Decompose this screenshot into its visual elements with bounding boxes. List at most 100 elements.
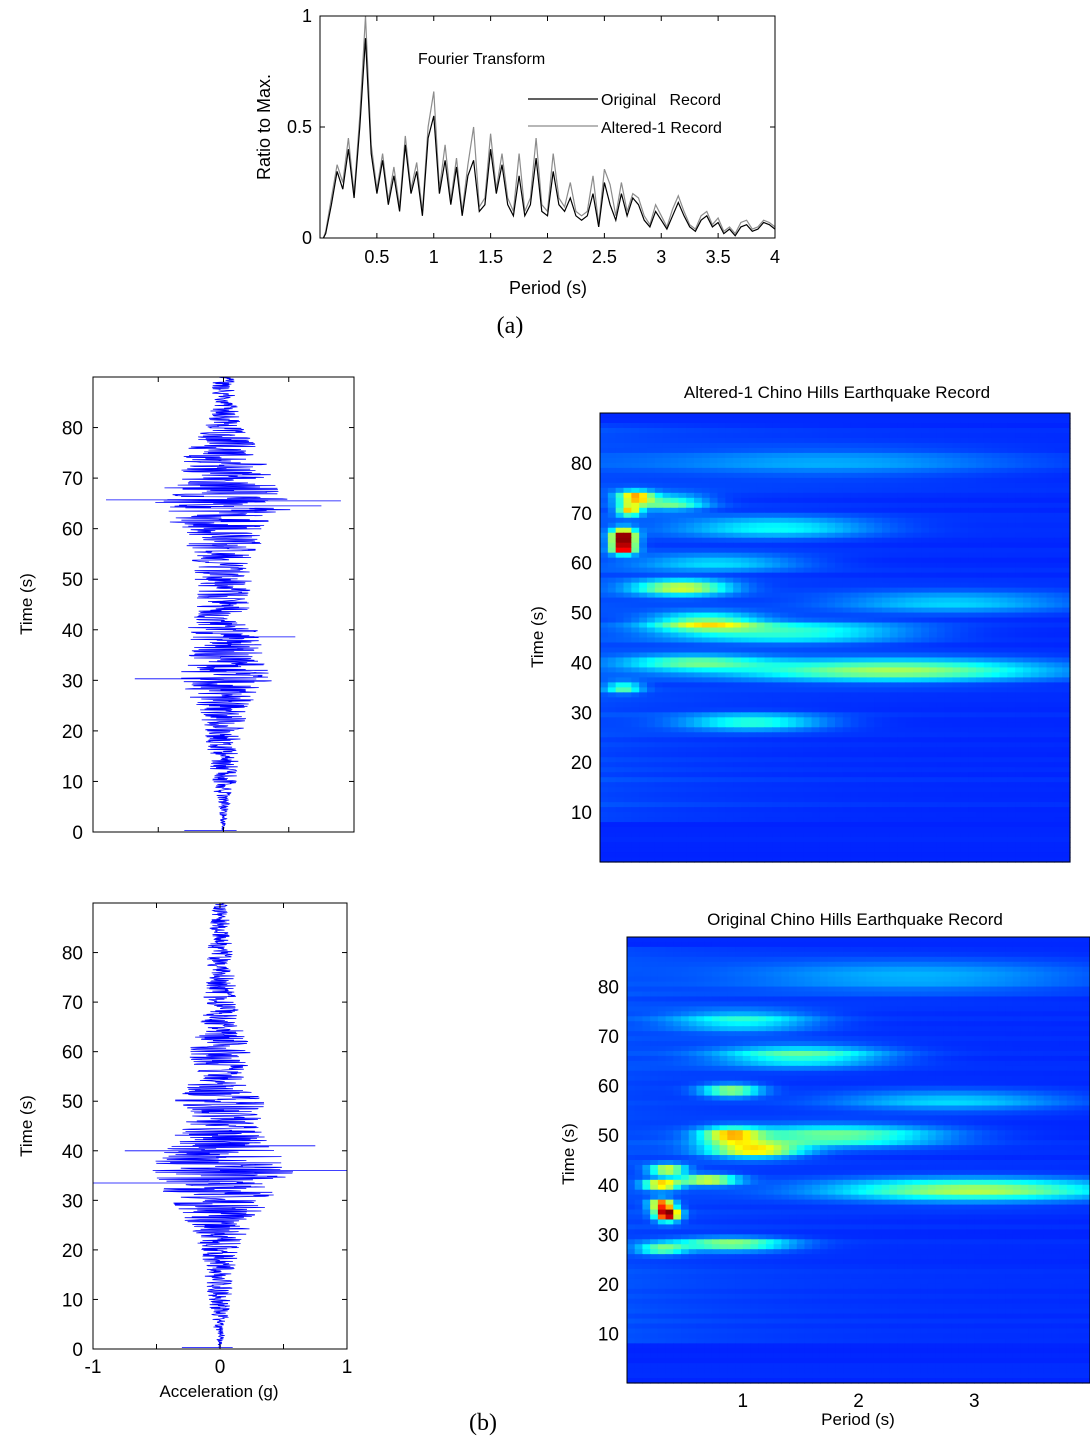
heatmap-cell: [788, 597, 797, 604]
heatmap-cell: [607, 457, 617, 464]
heatmap-cell: [788, 437, 797, 444]
heatmap-cell: [1007, 413, 1016, 419]
x-tick-label: 0.5: [364, 247, 389, 267]
heatmap-cell: [1054, 627, 1063, 634]
heatmap-cell: [788, 642, 797, 649]
heatmap-cell: [1062, 577, 1071, 584]
heatmap-cell: [842, 482, 852, 489]
heatmap-cell: [1023, 517, 1032, 524]
heatmap-cell: [944, 627, 954, 634]
heatmap-cell: [983, 527, 993, 534]
heatmap-cell: [623, 482, 632, 489]
heatmap-cell: [670, 647, 679, 654]
heatmap-cell: [1062, 522, 1071, 529]
heatmap-cell: [600, 427, 609, 434]
heatmap-cell: [662, 542, 672, 549]
heatmap-cell: [1030, 732, 1040, 738]
heatmap-cell: [889, 632, 899, 639]
heatmap-cell: [803, 557, 813, 564]
heatmap-cell: [905, 577, 914, 584]
heatmap-cell: [631, 787, 640, 793]
heatmap-cell: [631, 497, 640, 504]
heatmap-cell: [647, 647, 656, 654]
heatmap-cell: [897, 777, 907, 783]
heatmap-cell: [678, 607, 687, 614]
heatmap-cell: [717, 772, 726, 778]
heatmap-cell: [929, 792, 938, 798]
heatmap-cell: [741, 572, 750, 579]
heatmap-cell: [764, 532, 773, 539]
heatmap-cell: [1054, 532, 1063, 539]
heatmap-cell: [662, 482, 672, 489]
heatmap-cell: [607, 462, 617, 469]
heatmap-cell: [913, 547, 922, 554]
heatmap-cell: [1062, 587, 1071, 594]
heatmap-cell: [803, 777, 813, 783]
heatmap-cell: [623, 502, 632, 509]
heatmap-cell: [827, 677, 836, 683]
heatmap-cell: [623, 457, 632, 464]
heatmap-cell: [623, 787, 632, 793]
heatmap-cell: [647, 527, 656, 534]
heatmap-cell: [835, 452, 844, 459]
heatmap-cell: [701, 577, 711, 584]
heatmap-cell: [1023, 587, 1032, 594]
heatmap-cell: [670, 637, 679, 644]
heatmap-cell: [897, 562, 907, 569]
heatmap-cell: [795, 462, 805, 469]
heatmap-cell: [921, 732, 930, 738]
heatmap-cell: [717, 702, 726, 708]
heatmap-cell: [694, 447, 703, 454]
heatmap-cell: [795, 587, 805, 594]
heatmap-cell: [905, 587, 914, 594]
heatmap-cell: [607, 692, 617, 698]
heatmap-cell: [788, 612, 797, 619]
heatmap-cell: [639, 417, 648, 424]
y-tick-label: 30: [62, 671, 83, 692]
heatmap-cell: [983, 417, 993, 424]
heatmap-cell: [654, 607, 664, 614]
heatmap-cell: [897, 702, 907, 708]
heatmap-cell: [874, 792, 883, 798]
heatmap-cell: [952, 612, 961, 619]
heatmap-cell: [631, 782, 640, 788]
heatmap-cell: [717, 807, 726, 813]
heatmap-cell: [983, 617, 993, 624]
heatmap-cell: [827, 597, 836, 604]
heatmap-cell: [842, 627, 852, 634]
heatmap-cell: [835, 562, 844, 569]
heatmap-cell: [623, 662, 632, 669]
heatmap-cell: [615, 647, 625, 654]
heatmap-cell: [882, 622, 891, 629]
heatmap-cell: [842, 782, 852, 788]
heatmap-cell: [983, 692, 993, 698]
heatmap-cell: [1023, 707, 1032, 713]
heatmap-cell: [960, 672, 969, 679]
heatmap-cell: [654, 492, 664, 499]
heatmap-cell: [717, 637, 726, 644]
heatmap-cell: [827, 697, 836, 703]
heatmap-cell: [647, 672, 656, 679]
heatmap-cell: [921, 722, 930, 728]
heatmap-cell: [811, 642, 820, 649]
heatmap-cell: [701, 542, 711, 549]
heatmap-cell: [639, 532, 648, 539]
heatmap-cell: [858, 792, 867, 798]
heatmap-cell: [670, 762, 679, 768]
heatmap-cell: [842, 567, 852, 574]
heatmap-cell: [1062, 457, 1071, 464]
heatmap-cell: [803, 687, 813, 693]
heatmap-cell: [1030, 777, 1040, 783]
heatmap-cell: [1007, 422, 1016, 429]
heatmap-cell: [725, 812, 734, 818]
heatmap-cell: [780, 787, 789, 793]
heatmap-cell: [741, 657, 750, 664]
heatmap-cell: [647, 717, 656, 723]
heatmap-cell: [976, 532, 985, 539]
heatmap-cell: [748, 427, 758, 434]
heatmap-cell: [686, 562, 695, 569]
heatmap-cell: [607, 697, 617, 703]
heatmap-cell: [623, 497, 632, 504]
heatmap-cell: [835, 427, 844, 434]
heatmap-cell: [1007, 502, 1016, 509]
